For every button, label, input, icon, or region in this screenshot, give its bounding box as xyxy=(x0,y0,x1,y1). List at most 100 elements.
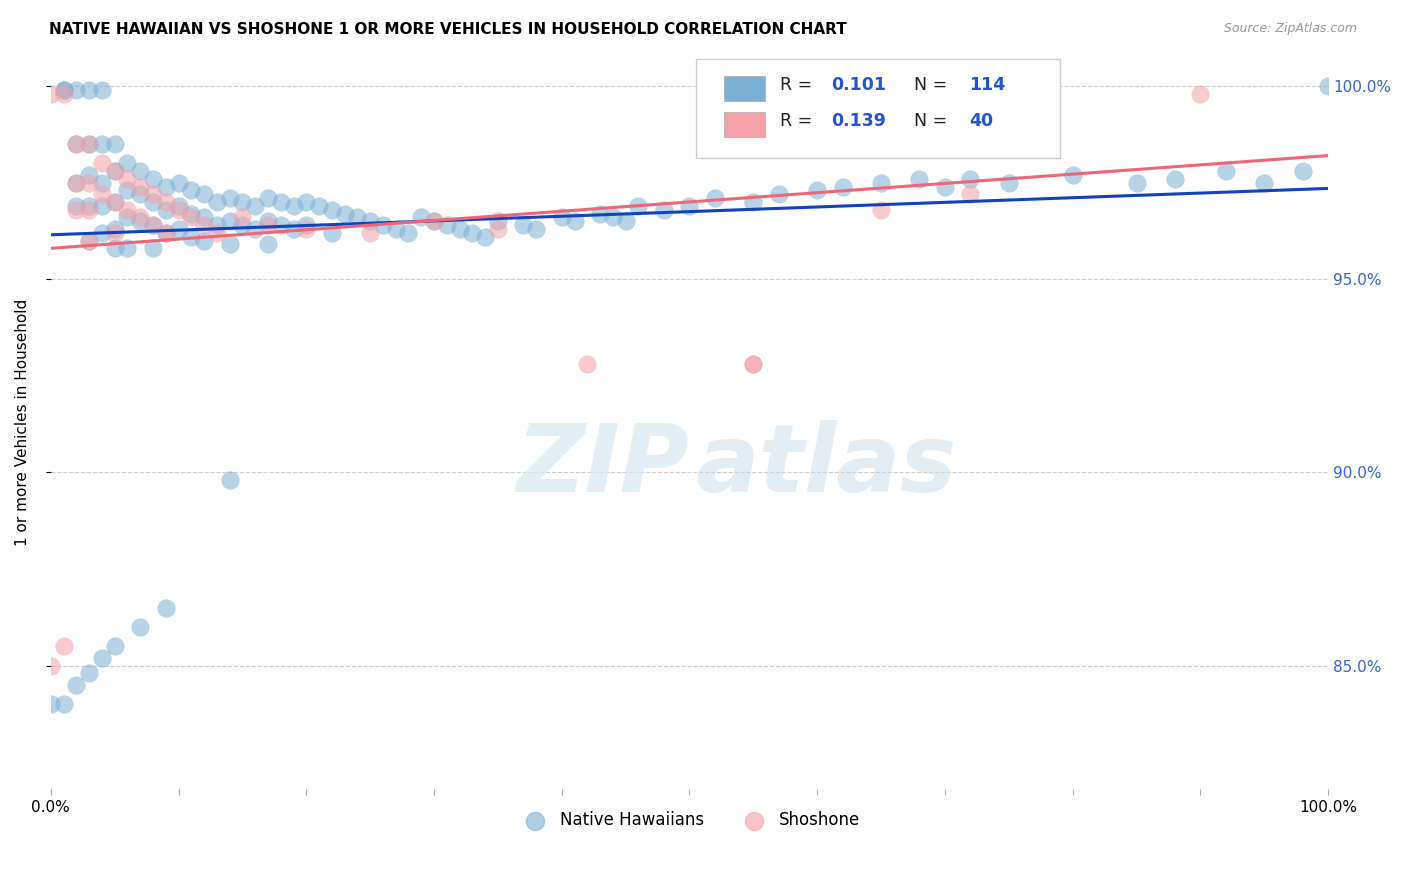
Point xyxy=(104,136,127,151)
Point xyxy=(245,222,267,236)
Point xyxy=(193,234,215,248)
Point xyxy=(283,222,305,236)
Point xyxy=(155,194,177,209)
Point xyxy=(77,168,100,182)
Point xyxy=(104,241,127,255)
Text: Source: ZipAtlas.com: Source: ZipAtlas.com xyxy=(1223,22,1357,36)
FancyBboxPatch shape xyxy=(724,76,765,102)
Point xyxy=(283,199,305,213)
Point xyxy=(1125,176,1147,190)
Point xyxy=(205,226,228,240)
Point xyxy=(1317,78,1340,93)
Point xyxy=(589,206,612,220)
Point xyxy=(295,218,318,232)
Point xyxy=(77,234,100,248)
Point xyxy=(77,234,100,248)
Point xyxy=(524,222,547,236)
Point xyxy=(104,164,127,178)
Point xyxy=(155,226,177,240)
Text: R =: R = xyxy=(780,76,818,95)
Point xyxy=(742,194,765,209)
Point xyxy=(129,164,152,178)
Point xyxy=(167,222,190,236)
Point xyxy=(704,191,727,205)
Point xyxy=(142,187,165,202)
Point xyxy=(65,83,87,97)
Point xyxy=(218,473,240,487)
Point xyxy=(104,222,127,236)
Point xyxy=(768,187,790,202)
Point xyxy=(614,214,637,228)
Point xyxy=(870,202,893,217)
Point xyxy=(77,176,100,190)
Point xyxy=(564,214,586,228)
Point xyxy=(65,202,87,217)
Point xyxy=(129,620,152,634)
Point xyxy=(742,357,765,371)
Point xyxy=(486,214,509,228)
Point xyxy=(77,136,100,151)
Text: atlas: atlas xyxy=(696,420,957,512)
Point xyxy=(1189,87,1212,101)
Text: 0.101: 0.101 xyxy=(831,76,886,95)
Point xyxy=(155,202,177,217)
Point xyxy=(831,179,853,194)
Point xyxy=(77,666,100,681)
Point xyxy=(65,199,87,213)
Point xyxy=(218,214,240,228)
Point xyxy=(1164,171,1187,186)
Point xyxy=(117,211,139,225)
Text: 0.139: 0.139 xyxy=(831,112,886,130)
Text: NATIVE HAWAIIAN VS SHOSHONE 1 OR MORE VEHICLES IN HOUSEHOLD CORRELATION CHART: NATIVE HAWAIIAN VS SHOSHONE 1 OR MORE VE… xyxy=(49,22,846,37)
Point xyxy=(167,199,190,213)
Point xyxy=(180,206,202,220)
Text: R =: R = xyxy=(780,112,818,130)
Point xyxy=(295,194,318,209)
Point xyxy=(52,83,75,97)
Point xyxy=(308,199,330,213)
Point xyxy=(398,226,420,240)
Point xyxy=(129,187,152,202)
Point xyxy=(270,194,292,209)
Point xyxy=(90,651,112,665)
Point xyxy=(359,226,381,240)
Point xyxy=(65,176,87,190)
Point xyxy=(77,83,100,97)
Point xyxy=(806,183,828,197)
Point xyxy=(257,218,280,232)
Point xyxy=(205,218,228,232)
Text: 114: 114 xyxy=(969,76,1005,95)
Point xyxy=(129,211,152,225)
Point xyxy=(512,218,534,232)
Point xyxy=(142,171,165,186)
Text: N =: N = xyxy=(914,112,953,130)
Point xyxy=(65,136,87,151)
Point xyxy=(218,237,240,252)
Point xyxy=(65,136,87,151)
Point xyxy=(142,218,165,232)
Point xyxy=(77,202,100,217)
Point xyxy=(117,156,139,170)
Point xyxy=(193,211,215,225)
Point xyxy=(90,156,112,170)
Point xyxy=(934,179,956,194)
Point xyxy=(65,678,87,692)
Point xyxy=(180,211,202,225)
Point xyxy=(142,218,165,232)
Point xyxy=(117,202,139,217)
Text: N =: N = xyxy=(914,76,953,95)
Point xyxy=(104,226,127,240)
Point xyxy=(627,199,650,213)
Point xyxy=(104,194,127,209)
Point xyxy=(461,226,484,240)
Point xyxy=(52,697,75,711)
Point xyxy=(77,199,100,213)
Point xyxy=(90,226,112,240)
Legend: Native Hawaiians, Shoshone: Native Hawaiians, Shoshone xyxy=(512,805,868,836)
Point xyxy=(423,214,446,228)
Point xyxy=(678,199,700,213)
Point xyxy=(155,179,177,194)
FancyBboxPatch shape xyxy=(696,59,1060,158)
Point xyxy=(371,218,394,232)
Point xyxy=(193,218,215,232)
